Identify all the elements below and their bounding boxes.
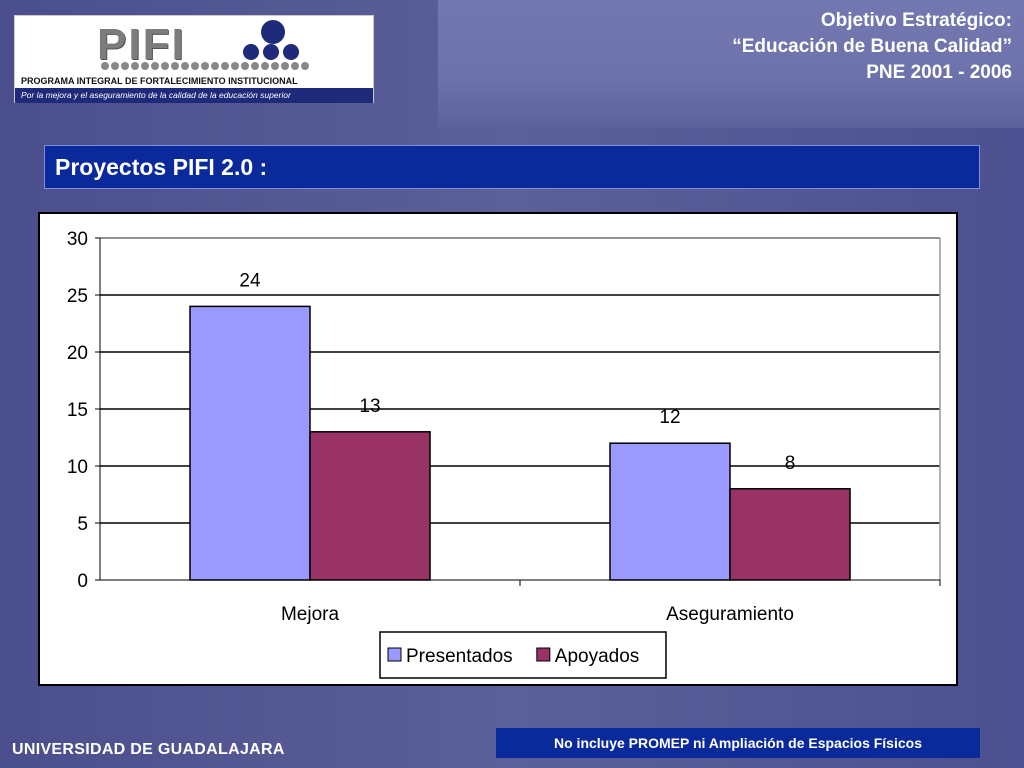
data-label: 13 (359, 396, 380, 417)
data-label: 8 (785, 453, 796, 474)
y-tick-label: 30 (67, 229, 88, 250)
legend-swatch (536, 647, 551, 662)
chart-container: 0 5 10 15 20 25 30 24 13 Mejora 12 8 Aseguramiento Pr… (38, 212, 958, 686)
data-label: 12 (659, 407, 680, 428)
x-category-label: Mejora (281, 604, 340, 625)
header-text: Objetivo Estratégico: “Educación de Buen… (732, 8, 1012, 86)
bar-chart: 0 5 10 15 20 25 30 24 13 Mejora 12 8 Aseguramiento Pr… (67, 229, 941, 679)
header-line-1: Objetivo Estratégico: (820, 10, 1012, 31)
y-tick-label: 10 (67, 457, 88, 478)
slide-title-bar: Proyectos PIFI 2.0 : (44, 145, 980, 189)
header-line-2: “Educación de Buena Calidad” (732, 36, 1012, 57)
legend-box (379, 631, 667, 679)
bar (189, 305, 311, 581)
x-category-label: Aseguramiento (666, 604, 794, 625)
bar (729, 488, 851, 581)
header-line-3: PNE 2001 - 2006 (866, 62, 1012, 83)
header-panel: Objetivo Estratégico: “Educación de Buen… (438, 0, 1024, 128)
y-tick-label: 5 (77, 514, 88, 535)
logo-dots-icon (101, 20, 309, 70)
footer-note: No incluye PROMEP ni Ampliación de Espac… (496, 728, 980, 758)
y-tick-label: 0 (77, 571, 88, 592)
y-tick-label: 15 (67, 400, 88, 421)
pifi-logo: PIFI PROGRAMA INTEGRAL DE FORTALECIMIENT… (14, 15, 374, 103)
legend-label: Apoyados (555, 646, 640, 667)
logo-word: PIFI (97, 20, 186, 69)
bar (609, 442, 731, 581)
logo-subtitle: PROGRAMA INTEGRAL DE FORTALECIMIENTO INS… (21, 76, 298, 86)
legend-label: Presentados (406, 646, 513, 667)
university-name: UNIVERSIDAD DE GUADALAJARA (12, 741, 285, 758)
logo-tagline: Por la mejora y el aseguramiento de la c… (15, 88, 373, 103)
bar (309, 431, 431, 581)
y-tick-label: 25 (67, 286, 88, 307)
slide-title: Proyectos PIFI 2.0 : (55, 154, 268, 180)
y-tick-label: 20 (67, 343, 88, 364)
legend-swatch (387, 647, 402, 662)
data-label: 24 (239, 270, 261, 291)
